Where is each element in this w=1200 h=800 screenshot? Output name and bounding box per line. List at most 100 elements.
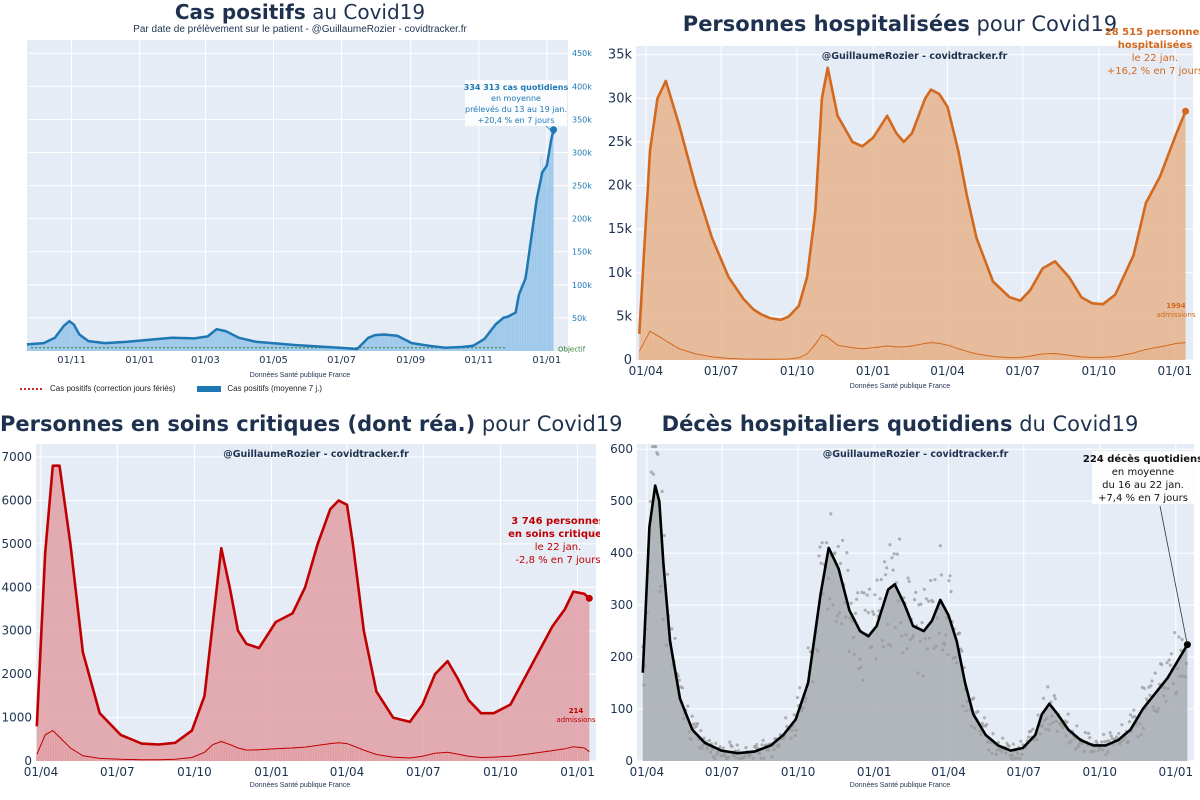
deaths-daily-dot [649,470,653,474]
deaths-daily-dot [1107,739,1111,743]
deaths-ytick-label: 400 [610,546,633,560]
deaths-daily-dot [980,721,984,726]
deaths-daily-dot [748,753,752,757]
deaths-daily-dot [935,616,939,620]
deaths-daily-dot [994,752,998,757]
deaths-daily-dot [871,610,875,614]
cases-annotation: 334 313 cas quotidiens en moyenneprélevés… [464,80,568,126]
deaths-daily-dot [1163,686,1167,690]
deaths-daily-dot [884,573,888,577]
deaths-xtick-label: 01/04 [931,765,966,779]
deaths-daily-dot [901,650,905,655]
deaths-daily-dot [829,512,833,516]
rea-annotation-line: en soins critiques [508,529,600,540]
deaths-daily-dot [853,611,858,615]
deaths-daily-dot [1104,753,1108,757]
cases-annotation-line: +20,4 % en 7 jours [477,116,554,125]
deaths-daily-dot [723,754,728,758]
deaths-daily-dot [1051,720,1055,725]
deaths-last-point [1183,641,1191,649]
deaths-daily-dot [651,472,656,476]
deaths-daily-dot [893,625,897,630]
hosp-main-line [638,66,1187,334]
deaths-daily-dot [874,657,878,661]
deaths-daily-dot [1019,739,1023,743]
deaths-annotation-line: +7,4 % en 7 jours [1098,493,1188,504]
cases-ytick-label: 50k [572,314,587,323]
deaths-daily-dot [836,544,840,549]
deaths-ytick-label: 100 [610,702,633,716]
deaths-daily-dot [969,724,974,728]
deaths-daily-dot [1096,749,1100,753]
deaths-daily-dot [1031,727,1035,731]
deaths-daily-dot [954,661,959,665]
deaths-daily-dot [1184,661,1188,666]
deaths-xtick-label: 01/01 [857,765,892,779]
hosp-xtick-label: 01/10 [1081,364,1116,378]
hosp-admissions-value: 1994 [1166,302,1186,310]
deaths-daily-dot [888,543,892,547]
deaths-daily-dot [670,627,674,631]
rea-xtick-label: 01/01 [560,765,595,779]
deaths-daily-dot [905,647,909,651]
deaths-daily-dot [881,645,885,649]
deaths-daily-dot [728,740,732,744]
deaths-daily-dot [700,747,704,751]
deaths-daily-dot [878,597,882,601]
deaths-daily-dot [990,751,994,755]
deaths-daily-dot [702,736,706,740]
deaths-xtick-label: 01/07 [1006,765,1041,779]
deaths-daily-dot [1141,726,1145,730]
deaths-daily-dot [947,579,951,583]
deaths-ytick-label: 500 [610,494,633,508]
hosp-title-bold: Personnes hospitalisées [682,12,970,36]
deaths-daily-dot [1132,708,1136,712]
cases-legend: Cas positifs (correction jours fériés) C… [20,384,322,393]
rea-xtick-label: 01/07 [406,765,441,779]
deaths-daily-dot [1004,751,1008,755]
deaths-daily-dot [1166,687,1170,691]
deaths-daily-dot [921,674,925,678]
hosp-xtick-label: 01/07 [1005,364,1040,378]
deaths-daily-dot [1150,679,1154,683]
deaths-daily-dot [1044,727,1048,731]
chart-hosp: 0 5k 10k 15k 20k 25k 30k 35k 01/04 01/07 01/10 01/0… [608,27,1200,378]
cases-area [27,129,554,351]
rea-annotation-line: -2,8 % en 7 jours [515,555,600,566]
legend-dotted-swatch [20,387,44,390]
cases-ytick-label: 450k [572,49,592,58]
rea-ytick-label: 1000 [1,711,32,725]
deaths-daily-dot [931,600,935,604]
deaths-daily-dot [795,696,800,700]
deaths-daily-dot [1035,737,1039,742]
deaths-xtick-label: 01/04 [630,765,665,779]
rea-main-line [35,464,591,746]
deaths-daily-dot [1121,738,1125,742]
deaths-daily-dot [862,591,866,595]
deaths-daily-dot [880,638,884,643]
panel-hosp: Personnes hospitalisées pour Covid19 0 5k… [600,0,1200,400]
deaths-daily-dot [1069,739,1073,743]
deaths-daily-dot [838,561,843,566]
deaths-daily-dot [784,716,788,720]
cases-xtick-label: 01/01 [125,355,154,366]
deaths-daily-dot [673,636,677,640]
deaths-daily-dot [856,591,860,595]
deaths-daily-dot [1047,728,1051,732]
deaths-handle: @GuillaumeRozier - covidtracker.fr [823,449,1009,460]
deaths-daily-dot [736,749,740,753]
deaths-daily-dot [772,747,776,752]
deaths-daily-dot [1075,724,1079,728]
deaths-daily-dot [770,755,774,759]
deaths-daily-dot [760,743,764,747]
deaths-daily-dot [937,631,941,635]
deaths-daily-dot [1160,662,1164,667]
deaths-daily-dot [810,680,815,684]
deaths-daily-dot [820,541,824,545]
deaths-daily-dot [845,551,849,555]
deaths-daily-dot [730,745,734,749]
cases-xtick-label: 01/11 [464,355,493,366]
cases-ytick-label: 300k [572,148,592,157]
deaths-daily-dot [1178,674,1182,678]
